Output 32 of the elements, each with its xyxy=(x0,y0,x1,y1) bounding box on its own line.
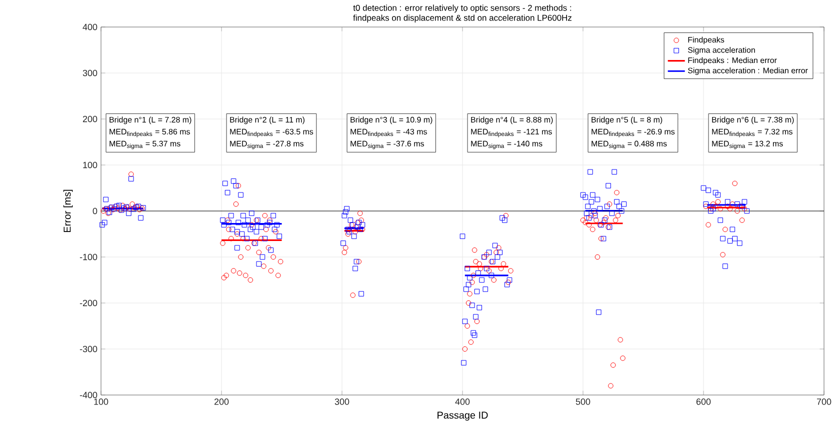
x-tick-label: 200 xyxy=(214,398,229,405)
annotation: $\text{MED}_{\text{sigma}}\text{ = -27.8 ms}$ xyxy=(230,140,304,150)
x-tick-label: 300 xyxy=(334,398,350,405)
annotation: $\text{MED}_{\text{sigma}}\text{ = 13.2 ms}$ xyxy=(712,140,783,150)
annotation: $\text{MED}_{\text{sigma}}\text{ = 0.488 ms}$ xyxy=(592,140,667,150)
chart-title: t0 detection : error relatively to optic sensors - 2 methods : xyxy=(353,4,572,13)
x-axis-title: Passage ID xyxy=(438,412,488,421)
annotation: $\text{MED}_{\text{findpeaks}}\text{ = 7.32 ms}$ xyxy=(712,128,792,138)
annotation: $\text{MED}_{\text{sigma}}\text{ = -37.6 ms}$ xyxy=(350,140,424,150)
y-tick-label: 0 xyxy=(92,208,98,214)
x-tick-label: 700 xyxy=(816,398,832,405)
y-tick-label: -400 xyxy=(80,392,98,398)
y-tick-label: -300 xyxy=(80,346,98,352)
annotation: $\text{MED}_{\text{findpeaks}}\text{ = 5.86 ms}$ xyxy=(110,128,190,138)
x-tick-label: 600 xyxy=(696,398,711,405)
annotation: $\text{MED}_{\text{findpeaks}}\text{ = -43 ms}$ xyxy=(350,128,427,138)
annotation: $\text{MED}_{\text{findpeaks}}\text{ = -121 ms}$ xyxy=(471,128,552,138)
annotation: $\text{MED}_{\text{findpeaks}}\text{ = -26.9 ms}$ xyxy=(592,128,675,138)
y-axis-title: Error [ms] xyxy=(63,190,73,232)
annotation: $\text{MED}_{\text{sigma}}\text{ = -140 ms}$ xyxy=(471,140,542,150)
y-tick-label: 300 xyxy=(82,70,98,76)
annotation: $\text{MED}_{\text{sigma}}\text{ = 5.37 ms}$ xyxy=(110,140,180,150)
y-tick-label: 400 xyxy=(82,24,98,30)
y-tick-label: 200 xyxy=(82,116,98,122)
x-tick-label: 400 xyxy=(455,398,470,405)
y-tick-label: -100 xyxy=(80,254,98,260)
annotation: $\text{MED}_{\text{findpeaks}}\text{ = -63.5 ms}$ xyxy=(230,128,314,138)
chart-subtitle: findpeaks on displacement & std on acceleration LP600Hz xyxy=(353,14,572,22)
y-tick-label: -200 xyxy=(80,300,98,306)
x-tick-label: 500 xyxy=(576,398,590,405)
y-tick-label: 100 xyxy=(83,162,98,168)
x-tick-label: 100 xyxy=(94,398,108,405)
